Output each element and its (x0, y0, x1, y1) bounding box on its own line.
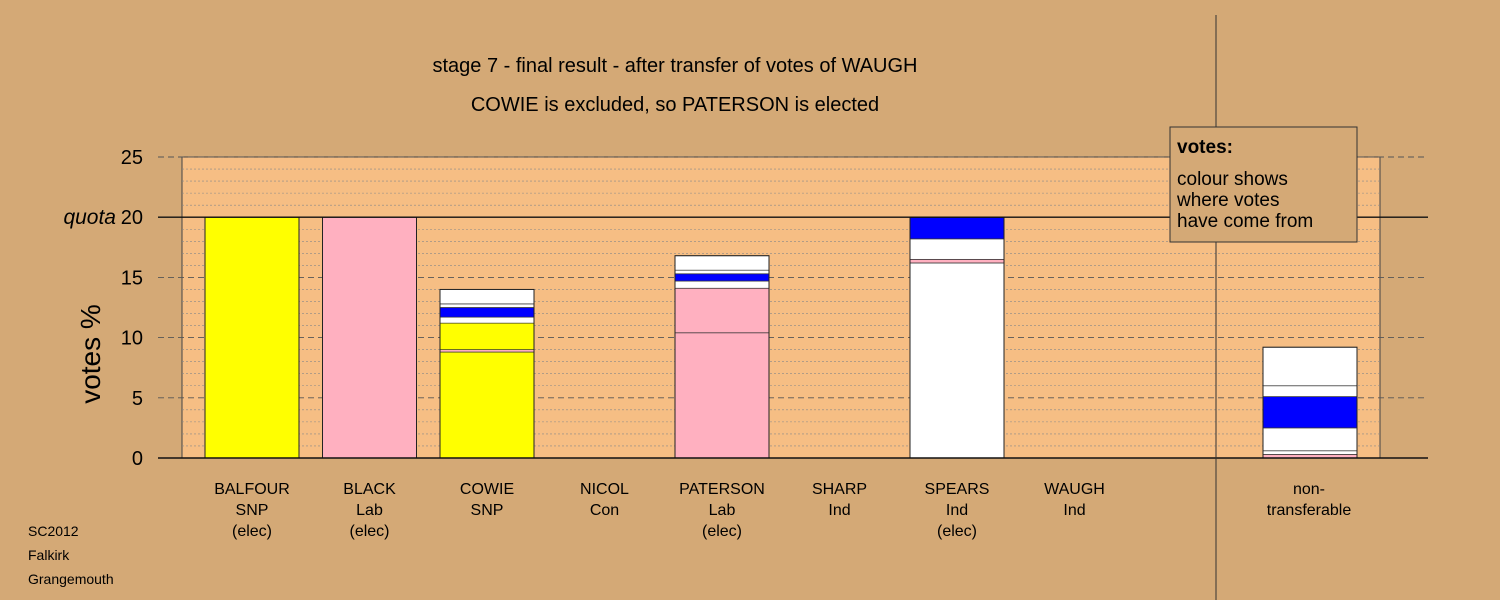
bar-segment-4-0 (674, 332, 770, 459)
bar-segment-4-4 (674, 269, 770, 275)
bar-segment-2-4 (439, 307, 535, 318)
y-tick-label: 25 (121, 147, 143, 169)
category-label-1-2: (elec) (349, 523, 389, 540)
category-label-4-0: PATERSON (679, 481, 765, 498)
category-label-6-1: Ind (946, 502, 968, 519)
category-label-2-0: COWIE (460, 481, 514, 498)
bar-segment-0-0 (204, 216, 300, 459)
y-axis-label: votes % (75, 304, 106, 404)
y-tick-label: 0 (132, 448, 143, 470)
footer-ward: Grangemouth (28, 571, 114, 587)
category-label-2-1: SNP (471, 502, 504, 519)
bar-segment-2-2 (439, 322, 535, 350)
bar-segment-6-0 (909, 262, 1005, 459)
bar-segment-8-5 (1262, 346, 1358, 387)
category-label-0-0: BALFOUR (214, 481, 290, 498)
category-label-7-0: WAUGH (1044, 481, 1105, 498)
category-label-5-1: Ind (828, 502, 850, 519)
legend-box: votes: colour shows where votes have com… (1169, 126, 1358, 243)
bar-segment-8-4 (1262, 385, 1358, 397)
category-label-6-0: SPEARS (925, 481, 990, 498)
category-label-0-2: (elec) (232, 523, 272, 540)
category-label-4-2: (elec) (702, 523, 742, 540)
y-tick-label: 15 (121, 267, 143, 289)
bar-segment-8-3 (1262, 396, 1358, 429)
bar-segment-4-2 (674, 280, 770, 289)
category-label-7-1: Ind (1063, 502, 1085, 519)
bar-segment-2-6 (439, 289, 535, 305)
legend-line-1: colour shows (1177, 169, 1288, 190)
category-label-5-0: SHARP (812, 481, 867, 498)
bar-segment-4-5 (674, 255, 770, 271)
bar-segment-6-1 (909, 258, 1005, 264)
footer-council: Falkirk (28, 547, 70, 563)
legend-line-3: have come from (1177, 211, 1313, 232)
footer-year: SC2012 (28, 523, 79, 539)
category-label-3-1: Con (590, 502, 619, 519)
legend-title: votes: (1177, 137, 1233, 158)
category-label-8-1: transferable (1267, 502, 1352, 519)
footer-info: SC2012 Falkirk Grangemouth (28, 523, 114, 587)
bar-segment-8-2 (1262, 427, 1358, 452)
legend-line-2: where votes (1176, 190, 1279, 211)
chart-subtitle: COWIE is excluded, so PATERSON is electe… (471, 94, 879, 116)
category-label-3-0: NICOL (580, 481, 629, 498)
legend-frame (1169, 126, 1358, 243)
bar-segment-6-3 (909, 216, 1005, 240)
category-label-8-0: non- (1293, 481, 1325, 498)
bar-segment-2-0 (439, 351, 535, 459)
category-label-6-2: (elec) (937, 523, 977, 540)
bar-segment-2-5 (439, 303, 535, 308)
bar-segment-1-0 (322, 216, 417, 459)
bar-segment-2-1 (439, 349, 535, 353)
bar-segment-2-3 (439, 316, 535, 324)
y-tick-label: 10 (121, 328, 143, 350)
quota-label: quota (63, 206, 116, 229)
bar-segment-4-1 (674, 287, 770, 334)
y-tick-label: 5 (132, 388, 143, 410)
bar-segment-4-3 (674, 273, 770, 282)
bar-segment-6-2 (909, 238, 1005, 260)
bar-segment-8-1 (1262, 450, 1358, 455)
y-tick-label: 20 (121, 207, 143, 229)
category-label-0-1: SNP (236, 502, 269, 519)
category-label-4-1: Lab (709, 502, 736, 519)
category-label-1-0: BLACK (343, 481, 396, 498)
chart-title: stage 7 - final result - after transfer … (433, 55, 918, 77)
category-label-1-1: Lab (356, 502, 383, 519)
